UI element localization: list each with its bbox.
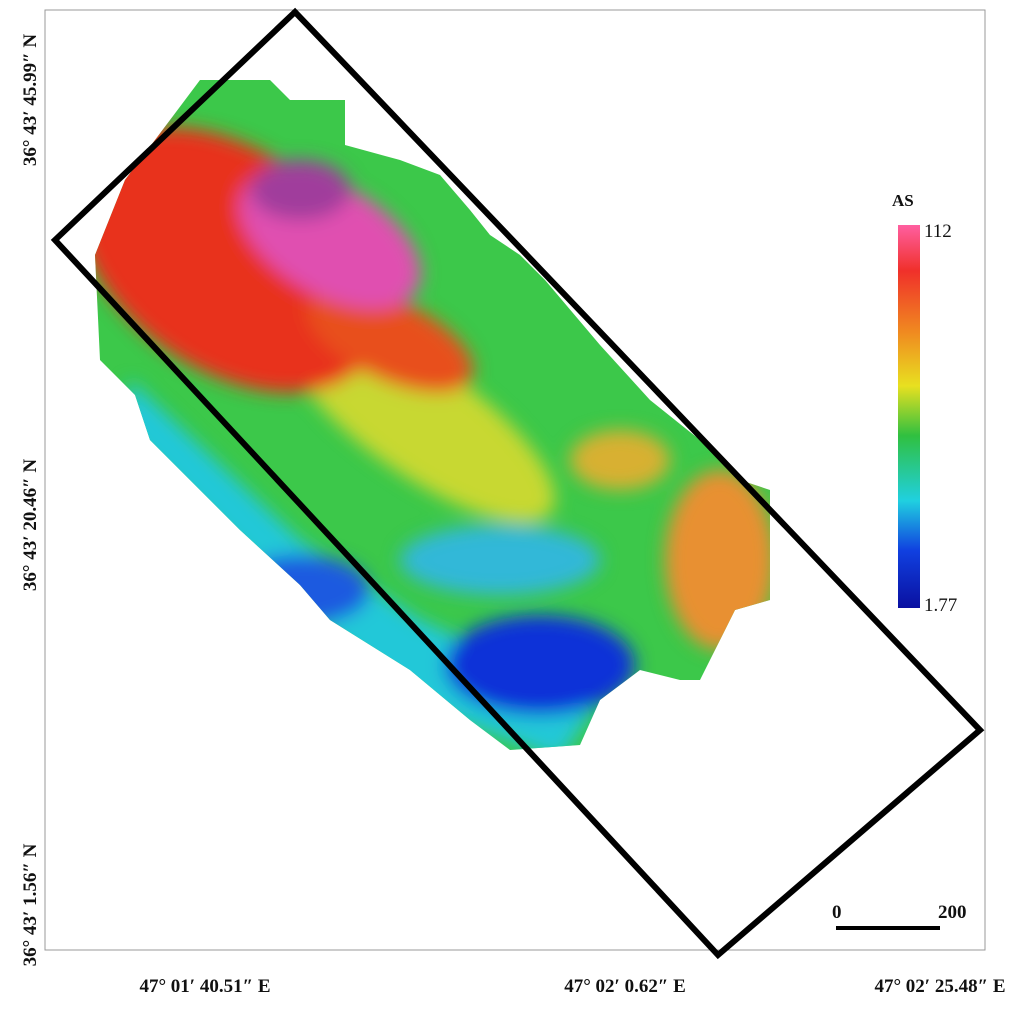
legend-title: AS <box>892 191 914 210</box>
y-label: 36° 43′ 45.99″ N <box>20 34 41 166</box>
scale-end: 200 <box>938 902 967 923</box>
y-label: 36° 43′ 20.46″ N <box>20 459 41 591</box>
x-label: 47° 02′ 0.62″ E <box>564 976 686 997</box>
legend-min: 1.77 <box>924 595 957 616</box>
colorbar <box>898 225 920 608</box>
x-label: 47° 01′ 40.51″ E <box>139 976 270 997</box>
map: AS 112 1.77 0 200 36° 43′ 45.99″ N 36° 43… <box>0 0 1027 1018</box>
scale-start: 0 <box>832 902 842 923</box>
legend-max: 112 <box>924 221 952 242</box>
surface <box>28 70 780 760</box>
x-label: 47° 02′ 25.48″ E <box>874 976 1005 997</box>
y-label: 36° 43′ 1.56″ N <box>20 843 41 966</box>
